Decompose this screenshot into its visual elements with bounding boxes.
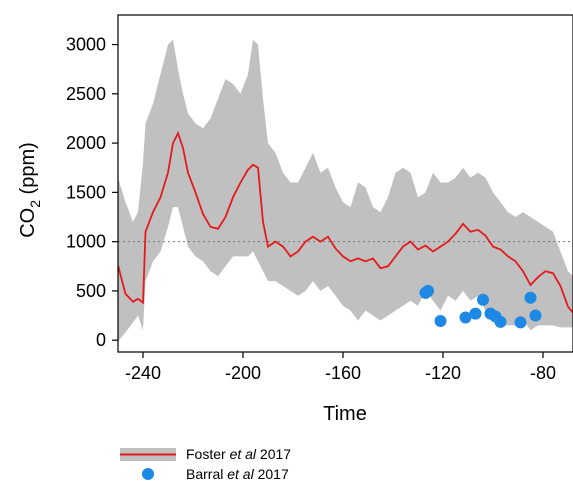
x-tick-label: -80	[530, 363, 556, 383]
plot-frame	[117, 14, 573, 353]
y-tick-label: 1000	[66, 232, 106, 252]
data-point	[514, 316, 527, 329]
uncertainty-band	[118, 39, 573, 342]
data-point	[494, 315, 507, 328]
data-point	[524, 291, 537, 304]
y-tick-label: 1500	[66, 182, 106, 202]
y-axis: 0 500 1000 1500 2000 2500 3000	[66, 35, 118, 350]
y-tick-label: 500	[76, 281, 106, 301]
x-tick-label: -240	[125, 363, 161, 383]
x-axis-title: Time	[323, 403, 367, 425]
data-point	[469, 307, 482, 320]
legend-label-barral: Barral et al 2017	[186, 466, 289, 482]
data-point	[459, 311, 472, 324]
median-line-layer	[118, 130, 573, 314]
uncertainty-band-layer	[118, 39, 573, 342]
data-point	[434, 315, 447, 327]
scatter-points-layer	[419, 284, 542, 329]
data-point	[529, 309, 542, 322]
x-axis: -240 -200 -160 -120 -80	[125, 352, 556, 383]
median-line	[118, 130, 573, 314]
y-tick-label: 0	[96, 330, 106, 350]
data-point	[422, 284, 434, 297]
x-tick-label: -120	[425, 363, 461, 383]
legend-label-foster: Foster et al 2017	[186, 446, 291, 462]
y-axis-title: CO2 (ppm)	[17, 142, 43, 238]
y-tick-label: 3000	[66, 35, 106, 55]
x-tick-label: -160	[325, 363, 361, 383]
x-tick-label: -200	[225, 363, 261, 383]
legend-swatch-point	[142, 468, 154, 480]
data-point	[477, 293, 489, 306]
y-tick-label: 2500	[66, 84, 106, 104]
legend: Foster et al 2017 Barral et al 2017	[120, 446, 291, 482]
y-tick-label: 2000	[66, 133, 106, 153]
